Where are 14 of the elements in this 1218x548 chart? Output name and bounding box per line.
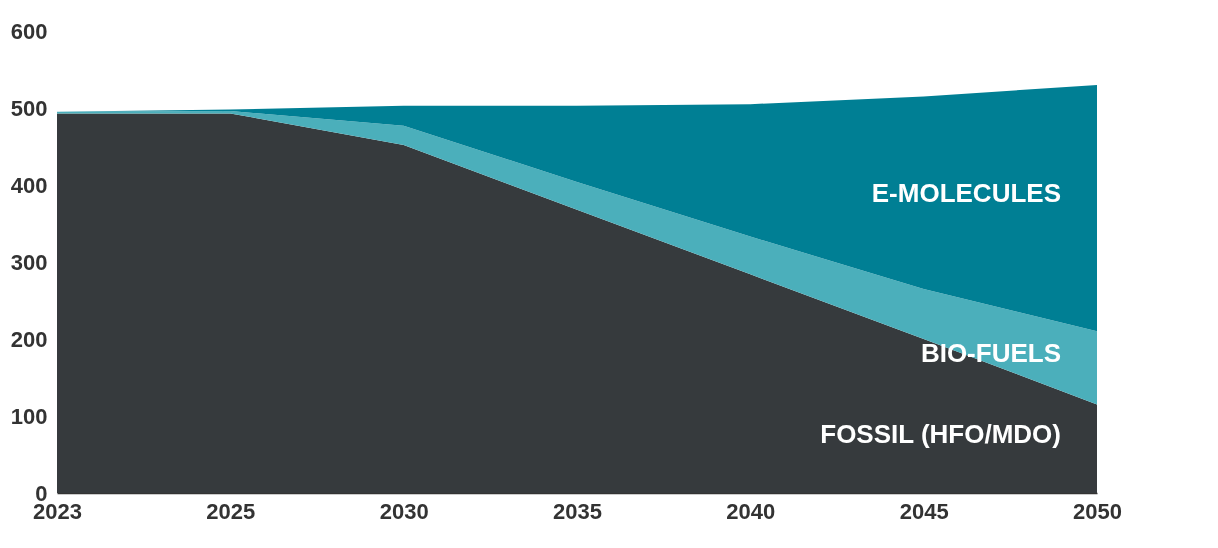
series-label: E-MOLECULES bbox=[871, 178, 1061, 209]
x-tick-label: 2030 bbox=[379, 498, 429, 524]
y-tick-label: 500 bbox=[10, 95, 48, 121]
y-tick-label: 600 bbox=[10, 18, 48, 44]
x-tick-label: 2040 bbox=[726, 498, 776, 524]
y-tick-label: 100 bbox=[10, 403, 48, 429]
x-tick-label: 2025 bbox=[206, 498, 256, 524]
y-tick-label: 400 bbox=[10, 172, 48, 198]
x-tick-label: 2035 bbox=[553, 498, 602, 524]
y-tick-label: 200 bbox=[10, 326, 48, 352]
x-tick-label: 2050 bbox=[1073, 498, 1122, 524]
x-tick-label: 2045 bbox=[899, 498, 949, 524]
series-label: FOSSIL (HFO/MDO) bbox=[820, 418, 1061, 449]
y-tick-label: 300 bbox=[10, 249, 48, 275]
